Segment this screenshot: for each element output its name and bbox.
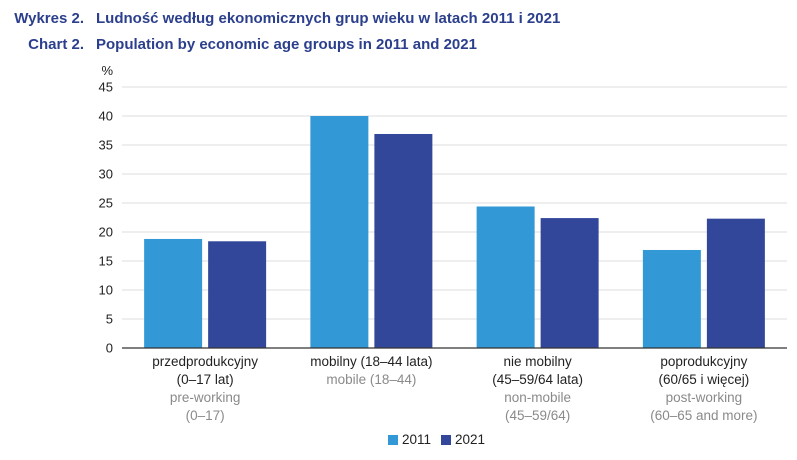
legend-label-2021: 2021 xyxy=(455,432,486,447)
x-category-label: przedprodukcyjny xyxy=(152,354,258,369)
bar-2011 xyxy=(642,249,701,348)
y-tick-label: 35 xyxy=(99,138,113,153)
x-category-label-en: non-mobile xyxy=(504,390,571,405)
x-category-label-en: pre-working xyxy=(170,390,241,405)
bar-2011 xyxy=(476,206,535,348)
y-tick-label: 5 xyxy=(106,312,113,327)
y-tick-label: 45 xyxy=(99,80,113,95)
bar-2021 xyxy=(208,241,267,348)
y-tick-label: 40 xyxy=(99,109,113,124)
legend: 2011 2021 xyxy=(388,432,491,447)
y-tick-label: 30 xyxy=(99,167,113,182)
legend-swatch-2021 xyxy=(441,434,452,445)
chart-label-pl: Wykres 2. xyxy=(14,10,84,27)
x-category-label: (45–59/64 lata) xyxy=(492,372,583,387)
y-tick-label: 0 xyxy=(106,341,113,356)
y-tick-label: 20 xyxy=(99,225,113,240)
x-category-label-en: (0–17) xyxy=(186,408,225,423)
y-tick-label: 10 xyxy=(99,283,113,298)
chart-label-en: Chart 2. xyxy=(28,36,84,53)
x-category-label-en: (60–65 and more) xyxy=(650,408,757,423)
x-category-label: mobilny (18–44 lata) xyxy=(310,354,432,369)
x-category-label: (60/65 i więcej) xyxy=(658,372,749,387)
x-category-label-en: post-working xyxy=(666,390,743,405)
x-category-label-en: (45–59/64) xyxy=(505,408,570,423)
chart-title-en: Population by economic age groups in 201… xyxy=(96,36,477,53)
legend-label-2011: 2011 xyxy=(402,432,432,447)
legend-item-2011: 2011 xyxy=(388,432,431,447)
x-category-label: poprodukcyjny xyxy=(660,354,747,369)
x-category-label-en: mobile (18–44) xyxy=(326,372,416,387)
bar-2011 xyxy=(144,238,203,348)
legend-item-2021: 2021 xyxy=(441,432,485,447)
x-category-label: (0–17 lat) xyxy=(177,372,234,387)
bar-2011 xyxy=(310,116,369,348)
chart-title-pl: Ludność według ekonomicznych grup wieku … xyxy=(96,10,561,27)
bar-2021 xyxy=(374,133,433,348)
y-axis-unit: % xyxy=(101,63,113,78)
bar-2021 xyxy=(706,218,765,348)
y-tick-label: 15 xyxy=(99,254,113,269)
y-tick-label: 25 xyxy=(99,196,113,211)
legend-swatch-2011 xyxy=(388,434,398,445)
bar-2021 xyxy=(540,218,599,348)
x-category-label: nie mobilny xyxy=(503,354,572,369)
